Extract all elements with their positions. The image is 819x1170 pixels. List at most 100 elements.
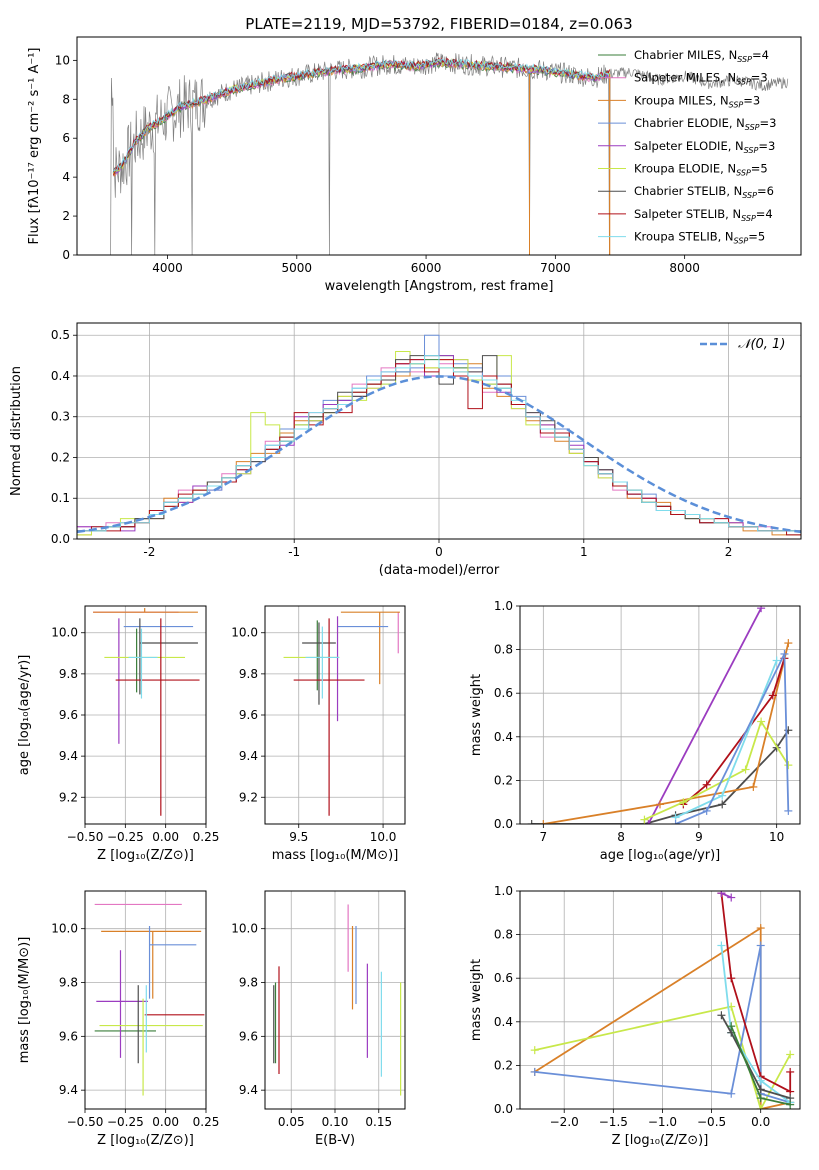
axes-frame	[519, 890, 801, 1110]
y-tick-label: 9.4	[59, 1083, 78, 1097]
y-axis-label: Normed distribution	[9, 366, 24, 496]
legend-label: Salpeter MILES, NSSP=3	[634, 71, 768, 87]
legend-label: Kroupa STELIB, NSSP=5	[634, 230, 765, 246]
x-tick-label: −0.25	[107, 1115, 144, 1129]
y-tick-label: 0.0	[494, 817, 513, 831]
chart-spectrum: 4000 5000 6000 7000 8000 0 2 4 6 8 10 wavelength [A…	[27, 36, 802, 294]
y-tick-label: 9.8	[59, 667, 78, 681]
plot-area	[527, 606, 793, 824]
axes-frame	[76, 36, 802, 256]
axes-frame	[76, 322, 802, 540]
x-tick-label: −1.5	[599, 1115, 628, 1129]
x-tick-label: −2.0	[550, 1115, 579, 1129]
x-tick-label: −1.0	[648, 1115, 677, 1129]
x-tick-label: −0.25	[107, 830, 144, 844]
x-tick-label: 0.10	[322, 1115, 349, 1129]
x-tick-label: 0.0	[751, 1115, 770, 1129]
y-tick-label: 0.4	[494, 730, 513, 744]
x-axis-label: E(B-V)	[315, 1133, 355, 1148]
x-tick-label: 7000	[540, 261, 571, 275]
y-tick-label: 10.0	[231, 922, 258, 936]
legend-label: Salpeter STELIB, NSSP=4	[634, 207, 773, 223]
chart-age_vs_mass: 9.5 10.0 9.2 9.4 9.6 9.8 10.0 mass [log₁₀(M/M⊙)…	[231, 605, 406, 863]
x-tick-label: 9	[695, 830, 703, 844]
x-tick-label: 9.5	[289, 830, 308, 844]
plot-area	[283, 611, 400, 816]
axes-frame	[84, 605, 207, 825]
chart-residuals: -2 -1 0 1 2 0.0 0.1 0.2 0.3 0.4 0.5 (data-model)/er…	[9, 322, 802, 578]
y-tick-label: 6	[62, 131, 70, 145]
x-axis-label: age [log₁₀(age/yr)]	[600, 848, 721, 863]
y-tick-label: 0.6	[494, 686, 513, 700]
legend-label: Chabrier MILES, NSSP=4	[634, 48, 769, 64]
axes-frame	[84, 890, 207, 1110]
x-tick-label: 0.05	[278, 1115, 305, 1129]
series-line	[721, 892, 732, 899]
x-tick-label: 1	[580, 545, 588, 559]
x-tick-label: 7	[540, 830, 548, 844]
legend-label: Kroupa ELODIE, NSSP=5	[634, 162, 768, 178]
x-tick-label: 8000	[669, 261, 700, 275]
y-tick-label: 9.4	[239, 749, 258, 763]
y-tick-label: 9.6	[59, 708, 78, 722]
x-tick-label: -1	[288, 545, 300, 559]
model-spectrum-line	[112, 58, 611, 172]
y-tick-label: 10.0	[51, 626, 78, 640]
legend-label: Kroupa MILES, NSSP=3	[634, 93, 760, 109]
x-tick-label: −0.5	[697, 1115, 726, 1129]
legend-label: Chabrier ELODIE, NSSP=3	[634, 116, 776, 132]
series-line	[647, 607, 762, 824]
y-tick-label: 9.8	[239, 667, 258, 681]
y-tick-label: 0.2	[494, 1058, 513, 1072]
y-tick-label: 1.0	[494, 884, 513, 898]
legend-label: Salpeter ELODIE, NSSP=3	[634, 139, 775, 155]
x-tick-label: 2	[725, 545, 733, 559]
plot-area	[273, 904, 402, 1096]
x-tick-label: 0.25	[193, 1115, 220, 1129]
y-tick-label: 9.8	[239, 976, 258, 990]
y-tick-label: 9.6	[239, 1029, 258, 1043]
x-tick-label: −0.50	[67, 1115, 104, 1129]
plot-area	[530, 891, 795, 1109]
y-tick-label: 0.2	[51, 450, 70, 464]
y-axis-label: mass weight	[469, 959, 484, 1041]
y-tick-label: 0.1	[51, 491, 70, 505]
legend-label: Chabrier STELIB, NSSP=6	[634, 184, 774, 200]
y-tick-label: 8	[62, 92, 70, 106]
series-line	[675, 660, 778, 819]
y-tick-label: 9.6	[59, 1029, 78, 1043]
series-line	[675, 653, 790, 824]
chart-mass_vs_Z: −0.50 −0.25 0.00 0.25 9.4 9.6 9.8 10.0 Z [log₁₀(…	[17, 890, 220, 1148]
y-tick-label: 10.0	[51, 922, 78, 936]
x-tick-label: 0.00	[152, 830, 179, 844]
x-axis-label: Z [log₁₀(Z/Z⊙)]	[97, 848, 194, 863]
y-tick-label: 0.0	[494, 1102, 513, 1116]
y-tick-label: 0.0	[51, 532, 70, 546]
legend-label: 𝒩(0, 1)	[738, 337, 785, 352]
chart-age_vs_Z: −0.50 −0.25 0.00 0.25 9.2 9.4 9.6 9.8 10.0 Z [log…	[17, 605, 219, 863]
y-tick-label: 0.8	[494, 643, 513, 657]
y-tick-label: 10.0	[231, 626, 258, 640]
chart-mass_weight_vs_Z: −2.0 −1.5 −1.0 −0.5 0.0 0.0 0.2 0.4 0.6 0.8 1.0 Z […	[469, 884, 801, 1148]
plot-area	[94, 903, 205, 1096]
x-tick-label: 0	[435, 545, 443, 559]
y-tick-label: 9.4	[239, 1083, 258, 1097]
x-tick-label: 0.15	[365, 1115, 392, 1129]
x-tick-label: 0.00	[152, 1115, 179, 1129]
y-tick-label: 1.0	[494, 599, 513, 613]
y-tick-label: 9.2	[239, 790, 258, 804]
y-axis-label: age [log₁₀(age/yr)]	[17, 655, 32, 776]
y-tick-label: 9.2	[59, 790, 78, 804]
y-tick-label: 9.8	[59, 976, 78, 990]
x-axis-label: mass [log₁₀(M/M⊙)]	[272, 848, 399, 863]
axes-frame	[519, 605, 801, 825]
plot-area	[110, 52, 789, 255]
y-tick-label: 0.5	[51, 328, 70, 342]
x-axis-label: wavelength [Angstrom, rest frame]	[325, 279, 554, 294]
x-tick-label: 10.0	[370, 830, 397, 844]
y-tick-label: 0.4	[494, 1015, 513, 1029]
plot-area	[77, 334, 801, 539]
figure-title: PLATE=2119, MJD=53792, FIBERID=0184, z=0…	[245, 15, 632, 33]
series-line	[720, 893, 792, 1094]
